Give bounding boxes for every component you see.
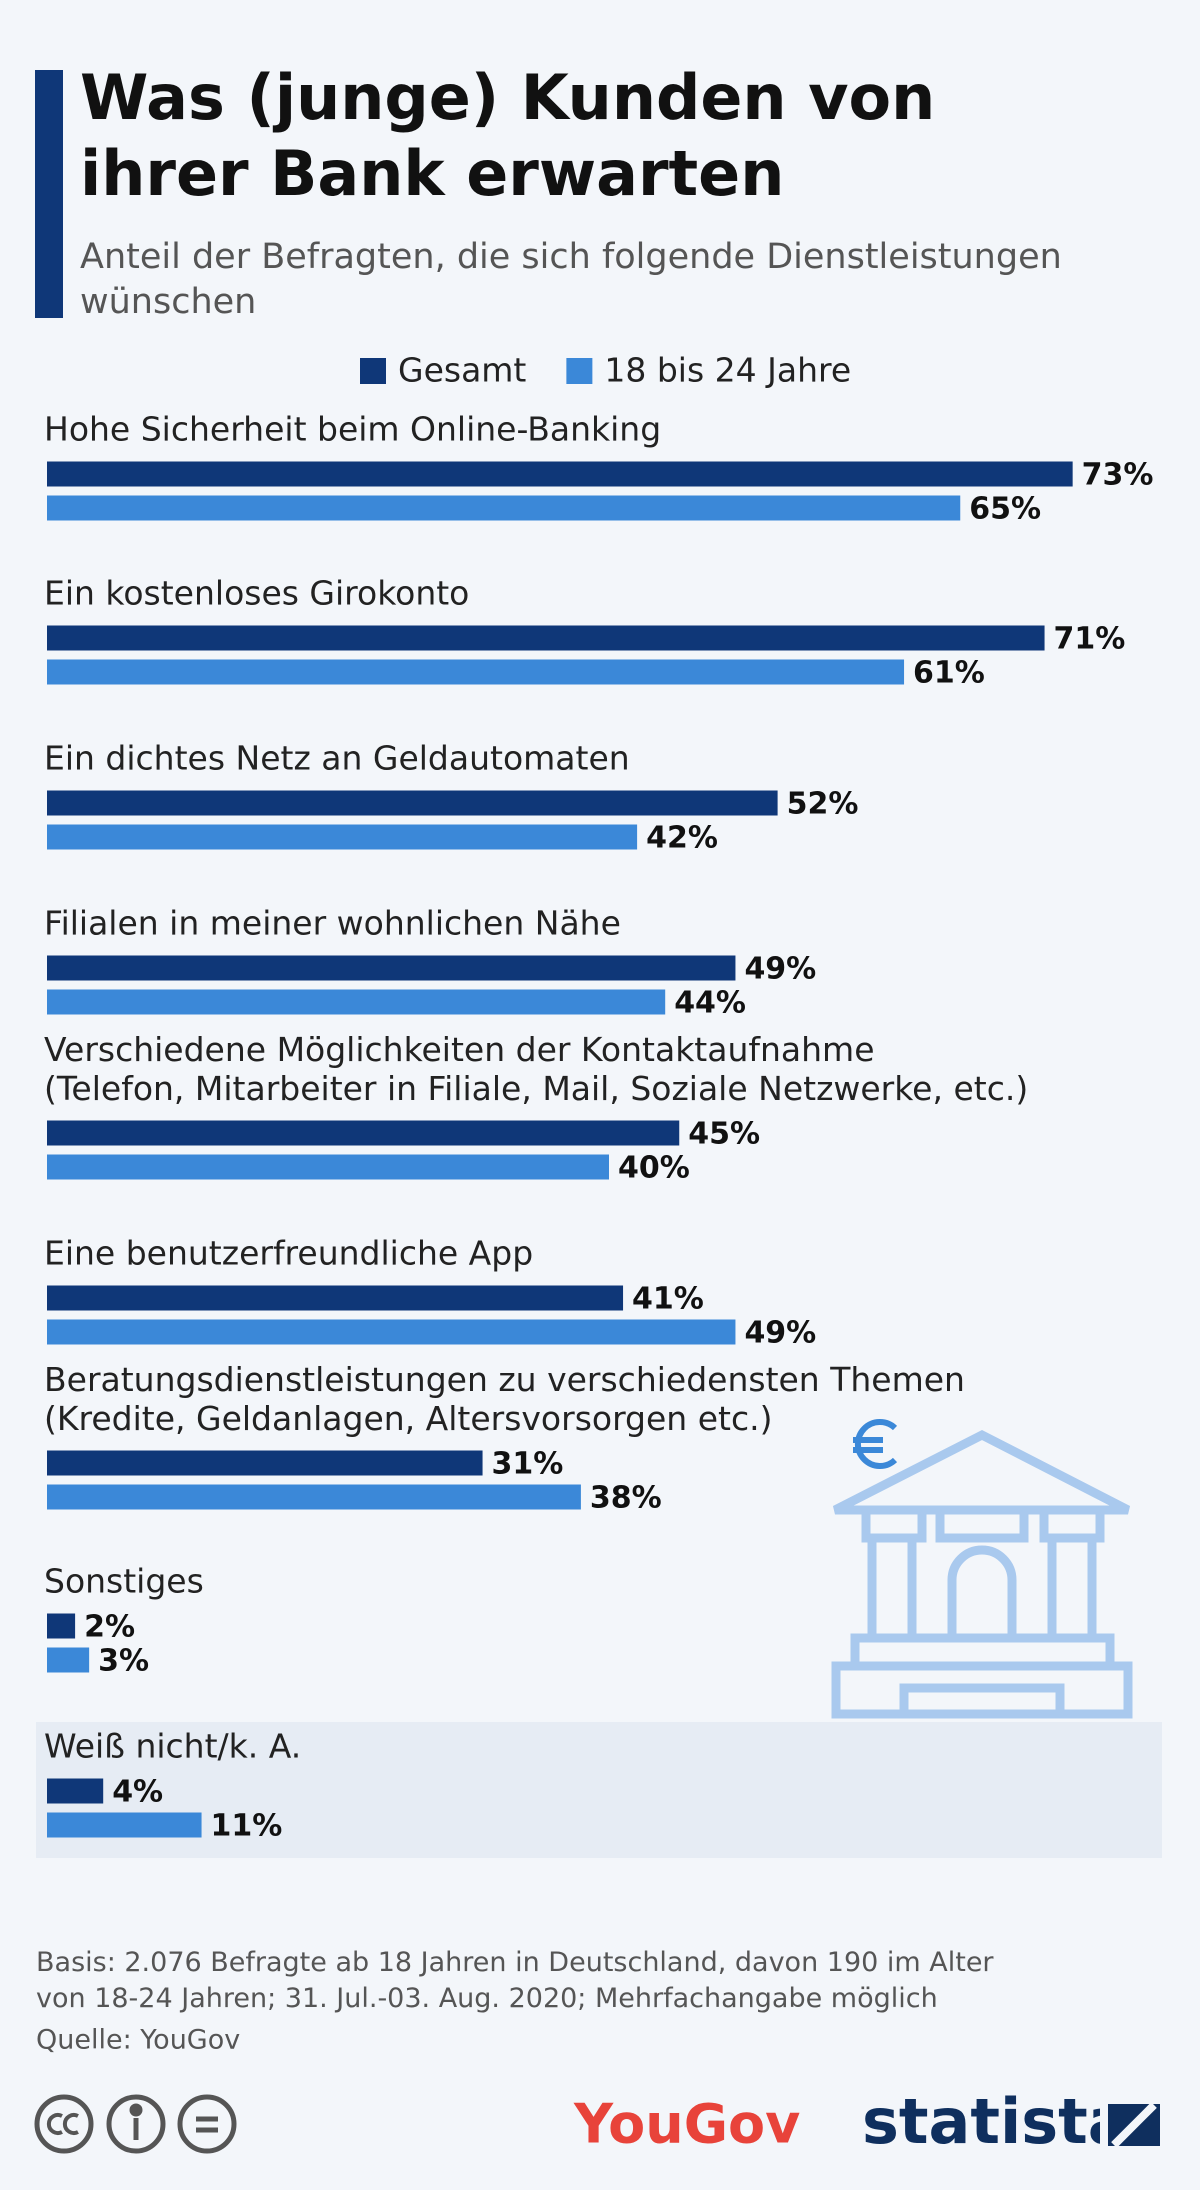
category-label: Filialen in meiner wohnlichen Nähe: [44, 904, 621, 943]
bar: [47, 1120, 680, 1146]
bar: [47, 659, 905, 685]
bar: [47, 1450, 483, 1476]
brand-mark: [1100, 2096, 1168, 2154]
partner-logo: YouGov: [573, 2093, 800, 2156]
bar: [47, 625, 1045, 651]
brand-logo: statista: [862, 2085, 1130, 2158]
category-label: Beratungsdienstleistungen zu verschieden…: [44, 1360, 965, 1438]
chart-title: Was (junge) Kunden von ihrer Bank erwarte…: [80, 61, 935, 210]
bank-icon: [831, 1419, 1133, 1719]
value-label: 45%: [688, 1117, 760, 1152]
value-label: 38%: [590, 1481, 662, 1516]
notes: Basis: 2.076 Befragte ab 18 Jahren in De…: [36, 1947, 994, 2014]
category-label: Sonstiges: [44, 1562, 204, 1601]
category-label: Verschiedene Möglichkeiten der Kontaktau…: [44, 1030, 1028, 1108]
value-label: 49%: [744, 1316, 816, 1351]
legend-label: Gesamt: [398, 351, 526, 390]
source: Quelle: YouGov: [36, 2025, 240, 2056]
value-label: 11%: [211, 1809, 283, 1844]
legend-label: 18 bis 24 Jahre: [604, 351, 851, 390]
value-label: 44%: [674, 986, 746, 1021]
bar: [47, 1154, 609, 1180]
value-label: 65%: [969, 492, 1041, 527]
bar: [47, 1812, 202, 1838]
bar: [47, 461, 1073, 487]
value-label: 71%: [1054, 622, 1126, 657]
chart-subtitle: Anteil der Befragten, die sich folgende …: [80, 237, 1062, 322]
value-label: 3%: [98, 1644, 149, 1679]
bar: [47, 1647, 90, 1673]
license-icons: [34, 2094, 237, 2154]
value-label: 42%: [646, 821, 718, 856]
value-label: 49%: [744, 952, 816, 987]
accent-bar: [35, 70, 63, 318]
value-label: 2%: [84, 1610, 135, 1645]
legend-swatch: [360, 358, 386, 384]
value-label: 4%: [112, 1775, 163, 1810]
value-label: 41%: [632, 1282, 704, 1317]
value-label: 40%: [618, 1151, 690, 1186]
bar: [47, 1484, 581, 1510]
value-label: 31%: [492, 1447, 564, 1482]
bar: [47, 1613, 76, 1639]
bar: [47, 1319, 736, 1345]
legend-swatch: [566, 358, 593, 384]
bar: [47, 1778, 104, 1804]
category-label: Ein kostenloses Girokonto: [44, 574, 469, 613]
category-label: Eine benutzerfreundliche App: [44, 1234, 533, 1273]
category-label: Ein dichtes Netz an Geldautomaten: [44, 739, 630, 778]
category-label: Weiß nicht/k. A.: [44, 1727, 301, 1766]
bar: [47, 955, 736, 981]
bar: [47, 989, 666, 1015]
value-label: 73%: [1082, 458, 1154, 493]
bar: [47, 824, 638, 850]
bar: [47, 1285, 624, 1311]
value-label: 52%: [787, 787, 859, 822]
bar: [47, 495, 961, 521]
value-label: 61%: [913, 656, 985, 691]
bar: [47, 790, 778, 816]
category-label: Hohe Sicherheit beim Online-Banking: [44, 410, 661, 449]
highlight-box: [36, 1722, 1162, 1858]
